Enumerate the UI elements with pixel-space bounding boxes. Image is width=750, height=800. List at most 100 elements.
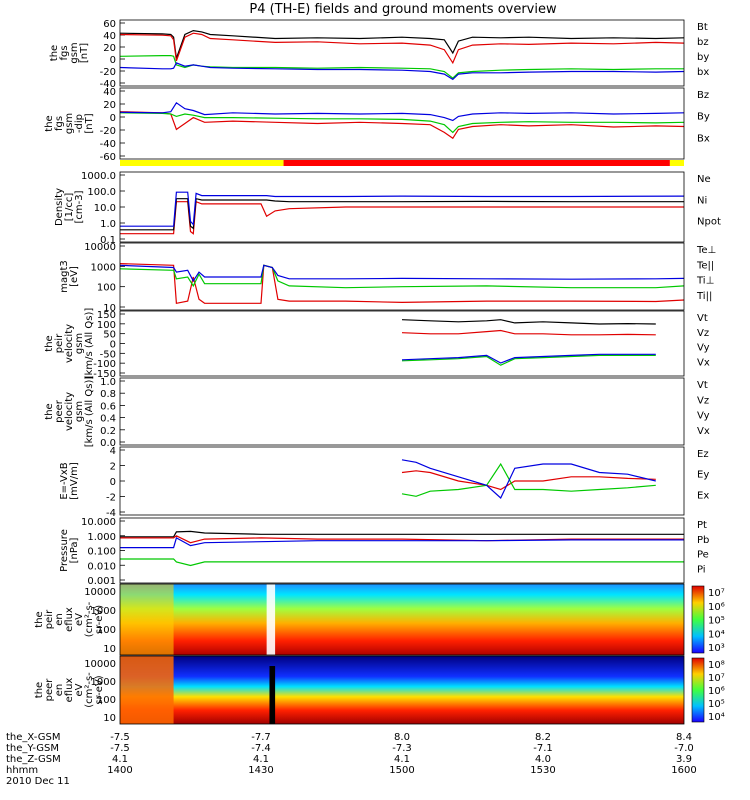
- series-line-bz: [119, 32, 685, 65]
- axis-row-value: -7.5: [110, 743, 130, 754]
- panel-frame: [119, 310, 685, 377]
- y-tick-label: 0.4: [100, 414, 116, 425]
- legend-label: Ez: [697, 449, 709, 460]
- y-tick-label: 0: [110, 55, 116, 66]
- y-tick-label: 0.010: [87, 561, 116, 572]
- colorbar-tick-label: 10⁷: [708, 673, 725, 684]
- status-bar-yellow: [669, 160, 684, 166]
- series-line-pb: [120, 535, 684, 544]
- status-bar-red: [283, 160, 670, 166]
- y-tick-label: 1.000: [87, 532, 116, 543]
- series-line-npot: [120, 191, 685, 227]
- y-tick-label: -4: [106, 508, 116, 519]
- colorbar-tick-label: 10⁸: [708, 660, 725, 671]
- y-axis-label-line: eflux: [64, 607, 75, 632]
- y-tick-label: 100: [97, 320, 116, 331]
- y-axis-label-line: en: [54, 613, 65, 626]
- y-tick-label: 1000.0: [81, 171, 116, 182]
- y-axis-label: thefgsgsm[nT]: [49, 42, 90, 63]
- series-line-bx: [119, 62, 685, 81]
- panel-temperature: 10000 1000 100 10 Te⊥ Te|| Ti⊥ Ti|| magt3[eV]: [59, 242, 716, 314]
- y-tick-label: 10000: [84, 587, 116, 598]
- legend-label: Vx: [697, 426, 710, 437]
- y-axis-label-line: (cm²-s-: [84, 601, 95, 637]
- y-tick-label: 150: [97, 310, 116, 321]
- colorbar: [691, 585, 705, 654]
- y-tick-label: 0.8: [100, 389, 116, 400]
- panel-peer_velocity: 1.00.80.6 0.40.20.0 Vt Vz Vy Vx thepeervelocit…: [44, 376, 710, 449]
- y-axis-label-line: E=-VxB: [59, 462, 70, 499]
- legend-label: Ti⊥: [696, 276, 714, 287]
- series-line-ex: [401, 459, 656, 499]
- y-axis-label-line: eV: [74, 613, 85, 626]
- spectrogram-band: [120, 656, 174, 724]
- series-line-bz: [119, 111, 685, 140]
- series-line-ni: [120, 197, 684, 231]
- y-tick-label: 0.6: [100, 401, 116, 412]
- panel-frame: [119, 517, 685, 584]
- spectrogram-gap: [269, 666, 276, 724]
- y-axis-label-line: gsm: [69, 42, 80, 63]
- panel-density: 1000.0 100.0 10.0 1.0 0.1 Ne Ni Npot Density[1/c…: [54, 171, 721, 246]
- legend-label: Vt: [697, 313, 708, 324]
- y-axis-label-line: [km/s (All Qs)]: [84, 308, 95, 380]
- y-tick-label: -20: [100, 126, 116, 137]
- y-tick-label: -40: [100, 139, 116, 150]
- spectrogram-band: [120, 584, 174, 655]
- axis-row-label: the_Y-GSM: [6, 743, 59, 754]
- colorbar-tick-label: 10³: [708, 643, 725, 654]
- axis-row-value: 3.9: [676, 754, 692, 765]
- colorbar-tick-label: 10⁵: [708, 616, 725, 627]
- series-line-pi: [120, 537, 684, 549]
- series-line-vz: [401, 329, 656, 336]
- axis-row-value: 4.1: [112, 754, 128, 765]
- legend-label: Vx: [697, 357, 710, 368]
- y-axis-label: Density[1/cc][cm-3]: [54, 188, 85, 226]
- series-line-pe: [120, 558, 684, 567]
- y-tick-label: 1000: [91, 262, 116, 273]
- y-tick-label: 10.000: [81, 517, 116, 528]
- y-tick-label: -150: [93, 369, 116, 380]
- colorbar-tick-label: 10⁶: [708, 686, 725, 697]
- y-axis-label: thefgsgsm-dip[nT]: [44, 113, 95, 134]
- y-tick-label: 100.0: [87, 187, 116, 198]
- y-axis-label-line: [eV]: [69, 266, 80, 287]
- legend-label: Npot: [697, 217, 721, 228]
- panels: 6040200-20-40Btbzbybxthefgsgsm[nT]40200-…: [34, 19, 725, 725]
- y-axis-label-line: velocity: [64, 324, 75, 363]
- y-tick-label: -40: [100, 79, 116, 90]
- y-axis-label: thepeervelocitygsm[km/s (All Qs)]: [44, 376, 95, 448]
- y-tick-label: 0.001: [87, 576, 116, 587]
- panel-frame: [119, 87, 685, 160]
- y-tick-label: 20: [103, 43, 116, 54]
- y-tick-label: 10: [103, 303, 116, 314]
- y-tick-label: -2: [106, 493, 116, 504]
- y-axis-label-line: peir: [44, 609, 55, 629]
- axis-row-value: 8.2: [535, 732, 551, 743]
- y-axis-label-line: the: [49, 45, 60, 61]
- panel-frame: [119, 377, 685, 446]
- time-axis: the_X-GSM -7.5 -7.7 8.0 8.2 8.4 the_Y-GSM -7.5 -…: [6, 732, 697, 787]
- panel-efield: 4 2 0 -2 -4 Ez Ey Ex E=-VxB[mV/m]: [59, 446, 709, 519]
- y-tick-label: 40: [103, 31, 116, 42]
- y-axis-label-line: [mV/m]: [69, 462, 80, 500]
- y-axis-label-line: Pressure: [59, 529, 70, 572]
- legend-label: by: [697, 52, 709, 63]
- legend-label: Vz: [697, 395, 709, 406]
- series-line-by: [119, 112, 685, 134]
- colorbar-tick-label: 10⁵: [708, 699, 725, 710]
- legend-label: Pi: [697, 564, 706, 575]
- axis-row-value: 1430: [248, 765, 273, 776]
- y-tick-label: 100: [97, 625, 116, 636]
- panel-frame: [119, 171, 685, 243]
- panel-frame: [119, 19, 685, 87]
- y-tick-label: -50: [100, 349, 116, 360]
- axis-row-value: 1500: [389, 765, 414, 776]
- y-axis-label-line: gsm: [64, 113, 75, 134]
- y-axis-label: Pressure[nPa]: [59, 529, 80, 572]
- spectrogram-gap: [266, 584, 276, 655]
- y-axis-label-line: -dip: [74, 114, 85, 133]
- series-line-ti⊥: [119, 264, 685, 283]
- y-tick-label: 0.0: [100, 438, 116, 449]
- spectrogram-image: [120, 584, 684, 655]
